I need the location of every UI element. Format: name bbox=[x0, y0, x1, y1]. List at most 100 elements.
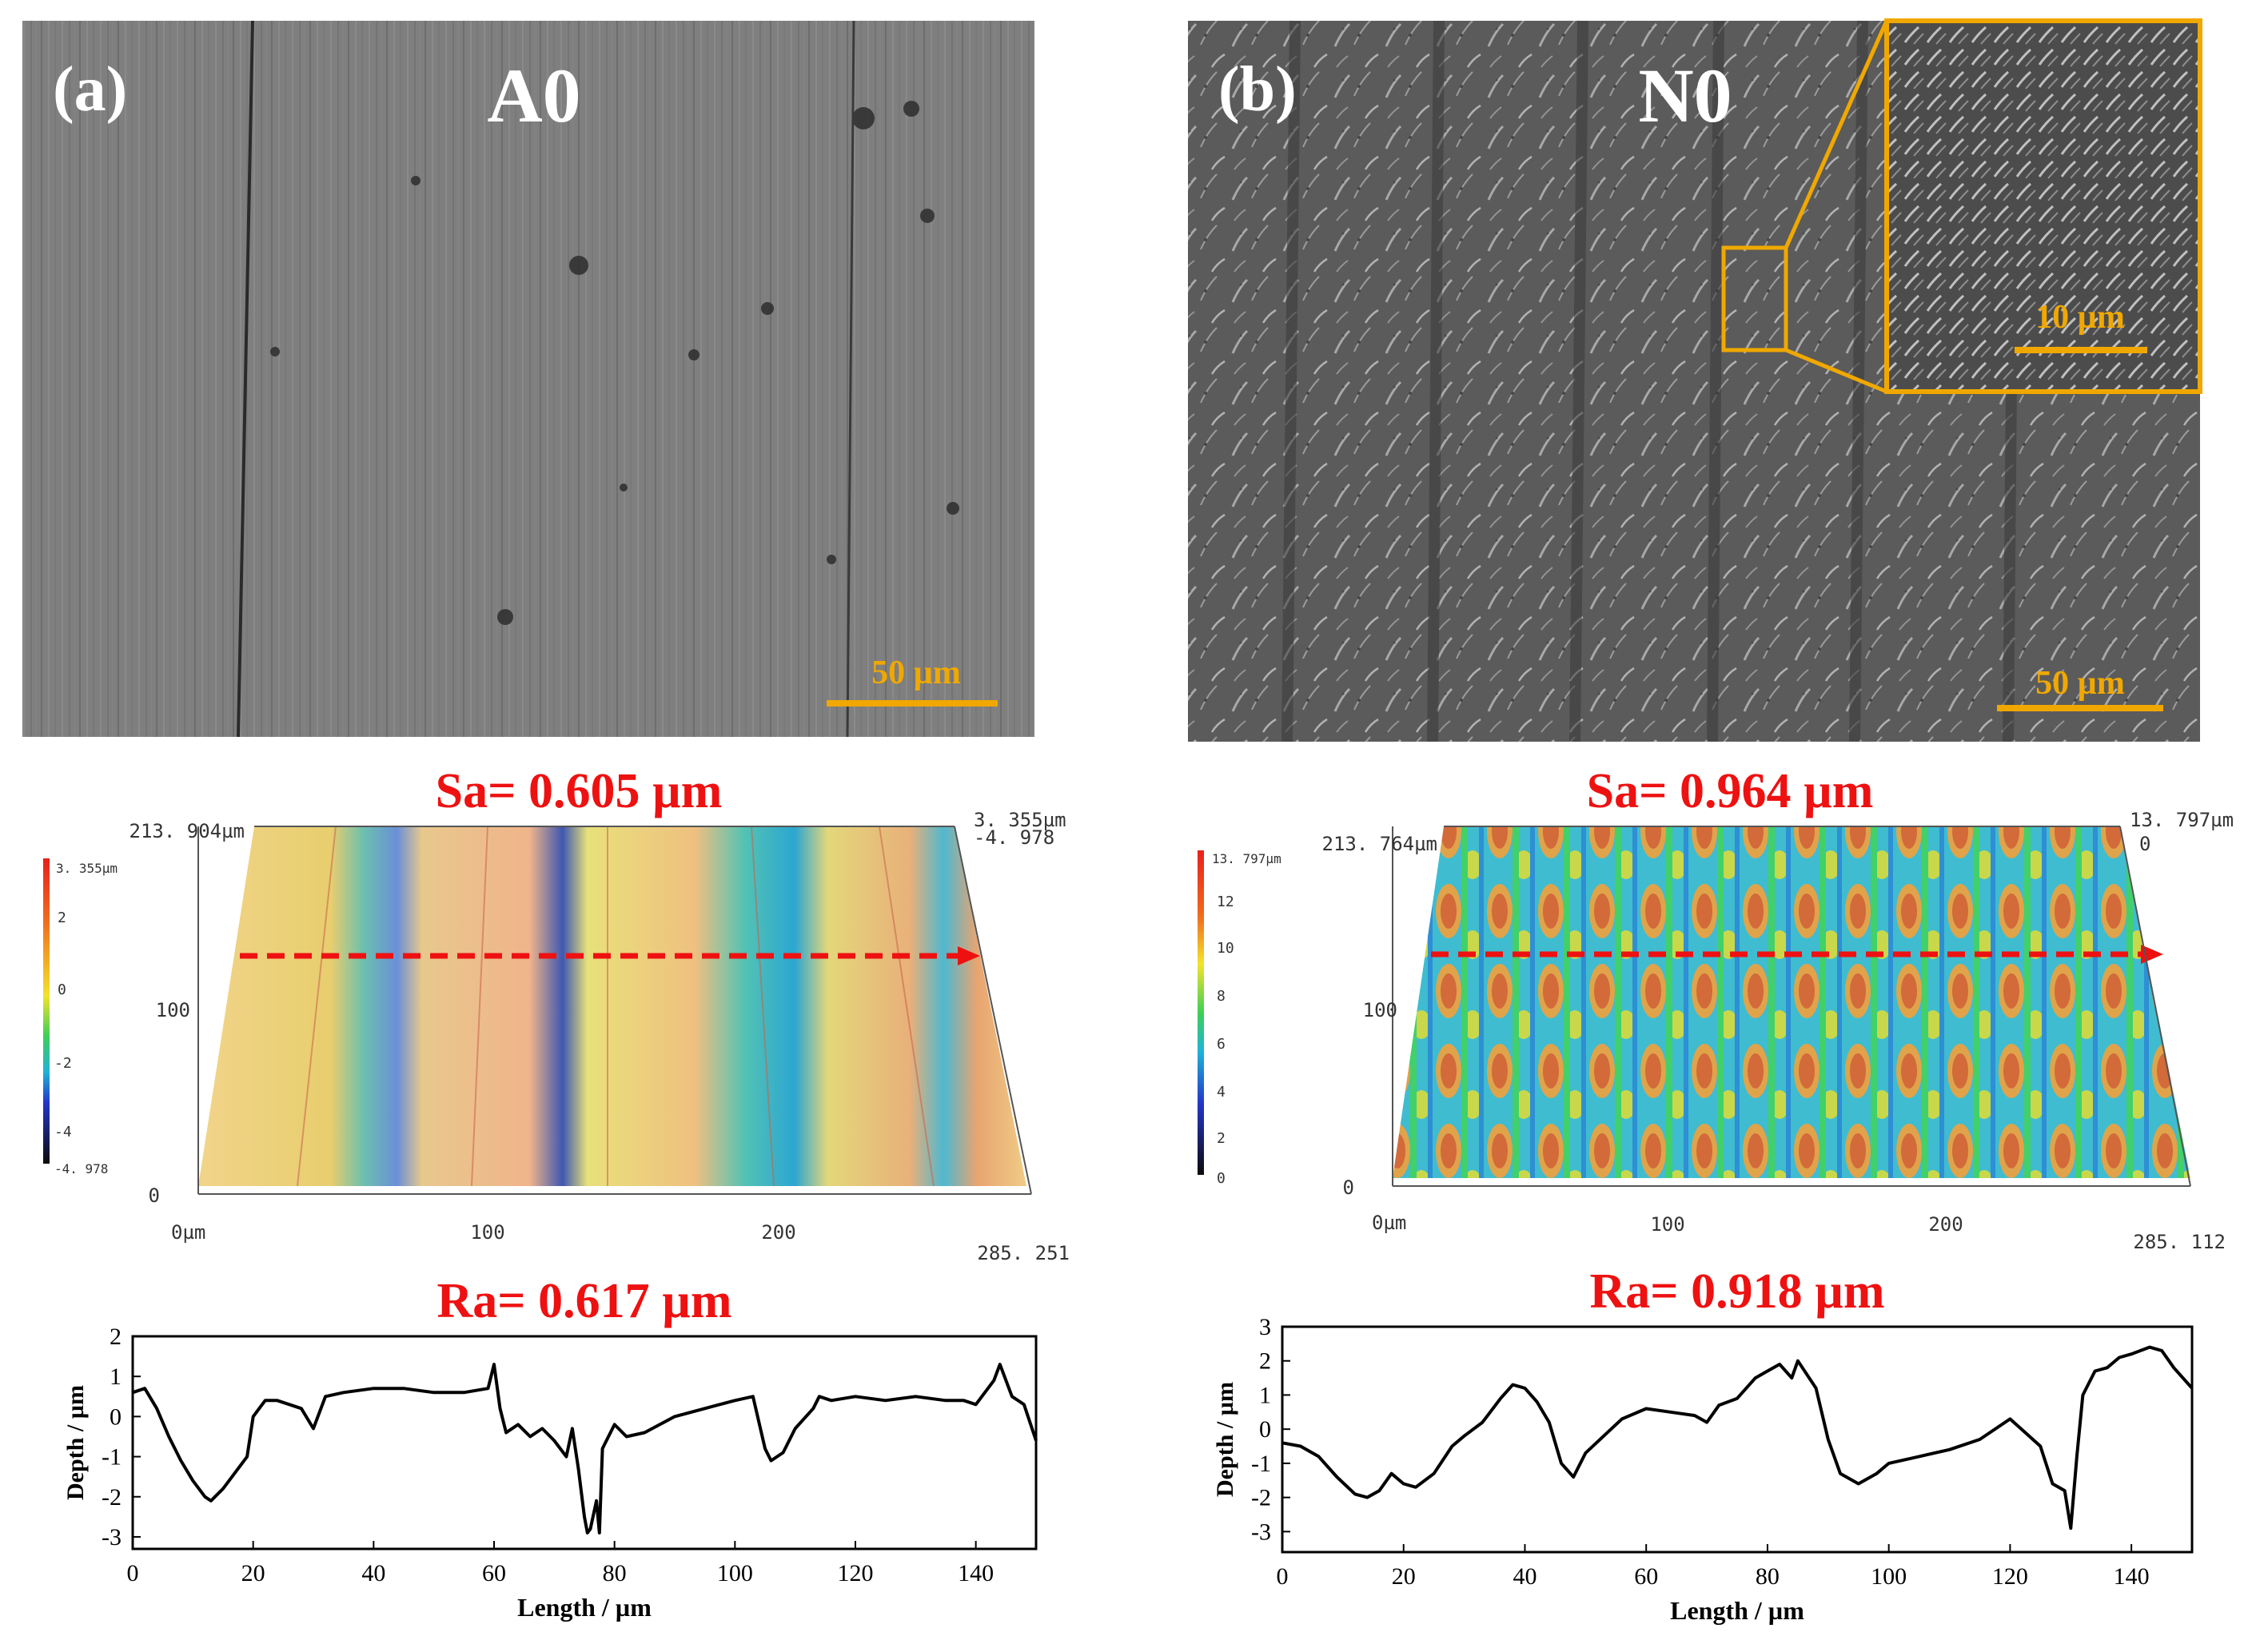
x-tick-label: 100 bbox=[717, 1560, 753, 1586]
y-mid-label: 100 bbox=[1363, 999, 1397, 1021]
y-tick-label: -1 bbox=[102, 1444, 122, 1471]
sem-groove-a bbox=[846, 20, 855, 738]
colorbar-tick: -2 bbox=[54, 1055, 72, 1072]
profile-chart-a: Ra= 0.617 µm 0 20 40 60 80 100 120 140 2 1 0 -1 -2 -3 L… bbox=[62, 1274, 1038, 1622]
x-axis-label: Length / µm bbox=[517, 1593, 652, 1622]
colorbar-tick: -4 bbox=[54, 1124, 72, 1140]
plot-frame bbox=[1281, 1325, 2194, 1554]
x-tick-label: 100 bbox=[470, 1221, 504, 1244]
sample-name: N0 bbox=[1638, 53, 1732, 138]
right-edge-a bbox=[954, 826, 1032, 1195]
y-tick-label: 2 bbox=[110, 1324, 122, 1350]
colorbar-tick: 2 bbox=[58, 910, 66, 926]
x-end-label: 285. 112 bbox=[2133, 1231, 2226, 1253]
inset-image bbox=[1884, 18, 2202, 394]
sem-groove-a bbox=[237, 20, 254, 738]
sa-value: Sa= 0.605 µm bbox=[436, 764, 723, 818]
profile-line bbox=[1281, 1345, 2194, 1531]
x-tick-label: 120 bbox=[1992, 1563, 2028, 1590]
colorbar-tick: 0 bbox=[58, 981, 66, 998]
y-top-label: 213. 764µm bbox=[1322, 833, 1438, 855]
z-top-label: 13. 797µm bbox=[2130, 809, 2234, 831]
profile-line bbox=[132, 1363, 1038, 1535]
x-tick-label: 0 bbox=[1277, 1563, 1289, 1590]
y-tick-label: -3 bbox=[1251, 1519, 1271, 1545]
y-tick-label: -2 bbox=[102, 1484, 122, 1511]
y-tick-label: 1 bbox=[110, 1363, 122, 1390]
scale-bar-label-a: 50 µm bbox=[871, 655, 961, 691]
x-tick-label: 0µm bbox=[171, 1221, 205, 1244]
profile-path-arrowhead-a bbox=[958, 946, 980, 965]
topography-b: Sa= 0.964 µm 213. 764µm 100 0 0µm 100 20… bbox=[1198, 764, 2234, 1253]
panel-label: (a) bbox=[53, 54, 127, 125]
z-top-label: 3. 355µm bbox=[974, 809, 1066, 831]
right-edge-b bbox=[2119, 826, 2191, 1187]
surface-map-a bbox=[198, 826, 1026, 1186]
x-tick-label: 200 bbox=[761, 1221, 795, 1244]
sem-dark-spots-a bbox=[270, 101, 959, 625]
x-axis-label: Length / µm bbox=[1670, 1596, 1804, 1625]
x-tick-label: 60 bbox=[1634, 1563, 1658, 1590]
x-tick-label: 20 bbox=[1392, 1563, 1416, 1590]
inset-connector bbox=[1785, 348, 1887, 394]
surface-streaks-a bbox=[297, 826, 935, 1187]
x-tick-label: 20 bbox=[241, 1560, 265, 1586]
x-tick-label: 80 bbox=[1756, 1563, 1780, 1590]
inset-scale-bar-label: 10 µm bbox=[2035, 299, 2125, 336]
x-tick-label: 200 bbox=[1928, 1213, 1963, 1236]
surface-map-b bbox=[1393, 826, 2190, 1178]
colorbar-tick: 2 bbox=[1217, 1130, 1226, 1147]
x-tick-label: 100 bbox=[1650, 1213, 1684, 1236]
y-mid-label: 100 bbox=[156, 999, 190, 1021]
colorbar-tick: 10 bbox=[1217, 940, 1234, 957]
y-tick-label: 3 bbox=[1259, 1314, 1271, 1340]
y-axis-label: Depth / µm bbox=[62, 1385, 89, 1500]
x-tick-label: 0µm bbox=[1372, 1212, 1406, 1234]
sa-value: Sa= 0.964 µm bbox=[1587, 764, 1874, 818]
colorbar-a bbox=[43, 858, 50, 1164]
x-tick-label: 80 bbox=[603, 1560, 627, 1586]
panel-a: (a) A0 50 µm bbox=[22, 20, 1034, 738]
y-tick-label: -1 bbox=[1251, 1451, 1271, 1477]
scale-bar-label-b: 50 µm bbox=[2035, 665, 2125, 702]
colorbar-tick: 4 bbox=[1217, 1084, 1226, 1101]
inset-connector bbox=[1784, 19, 1889, 249]
y-zero-label: 0 bbox=[1343, 1176, 1354, 1199]
x-tick-label: 140 bbox=[2114, 1563, 2150, 1590]
y-zero-label: 0 bbox=[149, 1184, 160, 1207]
x-tick-label: 0 bbox=[127, 1560, 139, 1586]
x-tick-label: 60 bbox=[482, 1560, 506, 1586]
ra-value: Ra= 0.918 µm bbox=[1590, 1264, 1885, 1319]
y-tick-label: 0 bbox=[1259, 1416, 1271, 1443]
colorbar-tick: 0 bbox=[1217, 1170, 1226, 1187]
z-bottom-label: 0 bbox=[2139, 833, 2150, 855]
y-tick-label: 0 bbox=[110, 1403, 122, 1430]
profile-chart-b: Ra= 0.918 µm 0 20 40 60 80 100 120 140 3 2 1 0 -1 -2 -3… bbox=[1212, 1264, 2194, 1625]
colorbar-tick: -4. 978 bbox=[54, 1161, 108, 1176]
z-bottom-label: -4. 978 bbox=[974, 826, 1054, 849]
y-top-label: 213. 904µm bbox=[130, 820, 245, 842]
colorbar-tick: 3. 355µm bbox=[56, 861, 118, 876]
inset-source-box bbox=[1721, 245, 1788, 352]
panel-b: (b) N0 10 µm 50 µm bbox=[1188, 18, 2202, 742]
x-end-label: 285. 251 bbox=[977, 1242, 1070, 1264]
y-axis-label: Depth / µm bbox=[1212, 1382, 1238, 1497]
y-tick-label: -3 bbox=[102, 1524, 122, 1550]
x-tick-label: 100 bbox=[1871, 1563, 1907, 1590]
topography-a: Sa= 0.605 µm 213. 904µm 100 0 0µm 100 20… bbox=[43, 764, 1070, 1264]
colorbar-b bbox=[1198, 850, 1204, 1175]
colorbar-tick: 12 bbox=[1217, 894, 1234, 910]
colorbar-tick: 6 bbox=[1217, 1036, 1226, 1053]
x-tick-label: 140 bbox=[958, 1560, 994, 1586]
sample-name: A0 bbox=[487, 53, 580, 138]
x-tick-label: 120 bbox=[838, 1560, 874, 1586]
ra-value: Ra= 0.617 µm bbox=[437, 1274, 732, 1328]
y-tick-label: 1 bbox=[1259, 1382, 1271, 1408]
x-tick-label: 40 bbox=[1513, 1563, 1537, 1590]
x-tick-label: 40 bbox=[361, 1560, 385, 1586]
colorbar-tick: 8 bbox=[1217, 988, 1226, 1005]
panel-label: (b) bbox=[1218, 54, 1297, 125]
y-tick-label: 2 bbox=[1259, 1348, 1271, 1375]
sem-image-a bbox=[22, 21, 1034, 737]
